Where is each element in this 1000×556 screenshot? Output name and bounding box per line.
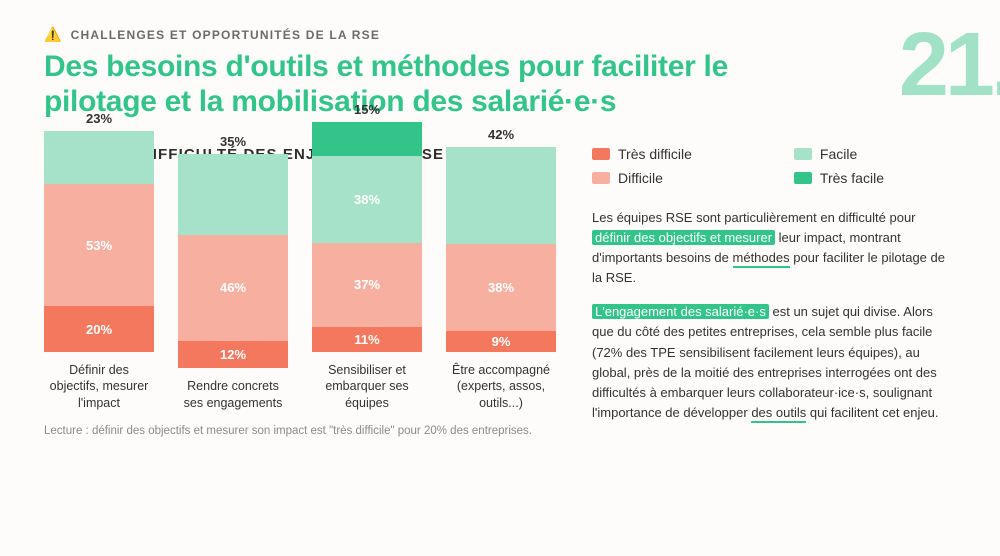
- eyebrow: ⚠️ CHALLENGES ET OPPORTUNITÉS DE LA RSE: [44, 26, 956, 43]
- legend-label: Facile: [820, 146, 857, 162]
- bar-caption: Définir des objectifs, mesurer l'impact: [44, 362, 154, 411]
- bar-segment-tres_difficile: 12%: [178, 341, 288, 369]
- bar-segment-facile: 38%: [312, 156, 422, 243]
- bar-segment-tres_facile: 15%: [312, 122, 422, 156]
- legend-item: Très difficile: [592, 146, 764, 162]
- bar-segment-difficile: 38%: [446, 244, 556, 331]
- page-number: 21.: [899, 20, 1000, 110]
- legend-item: Très facile: [794, 170, 956, 186]
- text: Les équipes RSE sont particulièrement en…: [592, 210, 916, 225]
- bar-segment-label: 42%: [488, 127, 514, 142]
- bar-segment-label: 38%: [488, 280, 514, 295]
- bar-segment-tres_difficile: 9%: [446, 331, 556, 352]
- bar-segment-facile: 23%: [44, 131, 154, 184]
- legend-swatch: [592, 148, 610, 160]
- bar-segment-difficile: 53%: [44, 184, 154, 306]
- bar-segment-difficile: 37%: [312, 243, 422, 327]
- legend-label: Très difficile: [618, 146, 692, 162]
- underline-text: méthodes: [733, 250, 790, 268]
- bar-wrap: 9% 38% 42% Être accompagné (experts, assos,…: [446, 122, 556, 411]
- text: qui facilitent cet enjeu.: [806, 405, 938, 420]
- chart-lecture-note: Lecture : définir des objectifs et mesur…: [44, 425, 556, 437]
- bar-segment-label: 35%: [220, 134, 246, 149]
- bar-caption: Rendre concrets ses engagements: [178, 378, 288, 411]
- chart-block: NIVEAU DE DIFFICULTÉ DES ENJEUX DE LA RS…: [44, 146, 556, 437]
- text: est un sujet qui divise. Alors que du cô…: [592, 304, 937, 420]
- bar-wrap: 11% 37% 38% 15% Sensibiliser et embarquer se…: [312, 122, 422, 411]
- stacked-bar: 12% 46% 35%: [178, 138, 288, 368]
- legend-swatch: [592, 172, 610, 184]
- legend-label: Très facile: [820, 170, 884, 186]
- bar-segment-label: 53%: [86, 238, 112, 253]
- underline-text: des outils: [751, 405, 806, 423]
- legend-swatch: [794, 172, 812, 184]
- bar-segment-facile: 42%: [446, 147, 556, 244]
- eyebrow-text: CHALLENGES ET OPPORTUNITÉS DE LA RSE: [71, 28, 380, 42]
- bar-segment-label: 46%: [220, 280, 246, 295]
- highlight-text: définir des objectifs et mesurer: [592, 230, 775, 245]
- chart-legend: Très difficile Facile Difficile Très facile: [592, 146, 956, 186]
- highlight-text: L'engagement des salarié·e·s: [592, 304, 769, 319]
- bar-segment-tres_difficile: 20%: [44, 306, 154, 352]
- legend-label: Difficile: [618, 170, 663, 186]
- legend-item: Facile: [794, 146, 956, 162]
- bar-segment-tres_difficile: 11%: [312, 327, 422, 352]
- bar-segment-label: 38%: [354, 192, 380, 207]
- bar-segment-label: 9%: [492, 334, 511, 349]
- warning-icon: ⚠️: [44, 26, 63, 43]
- stacked-bar: 9% 38% 42%: [446, 122, 556, 352]
- bar-segment-label: 12%: [220, 347, 246, 362]
- bar-segment-label: 11%: [354, 332, 379, 347]
- legend-swatch: [794, 148, 812, 160]
- legend-item: Difficile: [592, 170, 764, 186]
- paragraph-2: L'engagement des salarié·e·s est un suje…: [592, 302, 956, 423]
- bar-caption: Être accompagné (experts, assos, outils.…: [446, 362, 556, 411]
- bar-caption: Sensibiliser et embarquer ses équipes: [312, 362, 422, 411]
- stacked-bar: 11% 37% 38% 15%: [312, 122, 422, 352]
- bar-wrap: 12% 46% 35% Rendre concrets ses engagements: [178, 138, 288, 411]
- bar-segment-difficile: 46%: [178, 235, 288, 341]
- stacked-bar-chart: 20%53%23%Définir des objectifs, mesurer …: [44, 181, 556, 411]
- paragraph-1: Les équipes RSE sont particulièrement en…: [592, 208, 956, 289]
- bar-wrap: 20% 53% 23% Définir des objectifs, mesurer …: [44, 122, 154, 411]
- bar-segment-facile: 35%: [178, 154, 288, 235]
- stacked-bar: 20% 53% 23%: [44, 122, 154, 352]
- bar-segment-label: 20%: [86, 322, 112, 337]
- bar-segment-label: 23%: [86, 111, 112, 126]
- bar-segment-label: 15%: [354, 102, 380, 117]
- page-title: Des besoins d'outils et méthodes pour fa…: [44, 49, 784, 120]
- bar-segment-label: 37%: [354, 277, 380, 292]
